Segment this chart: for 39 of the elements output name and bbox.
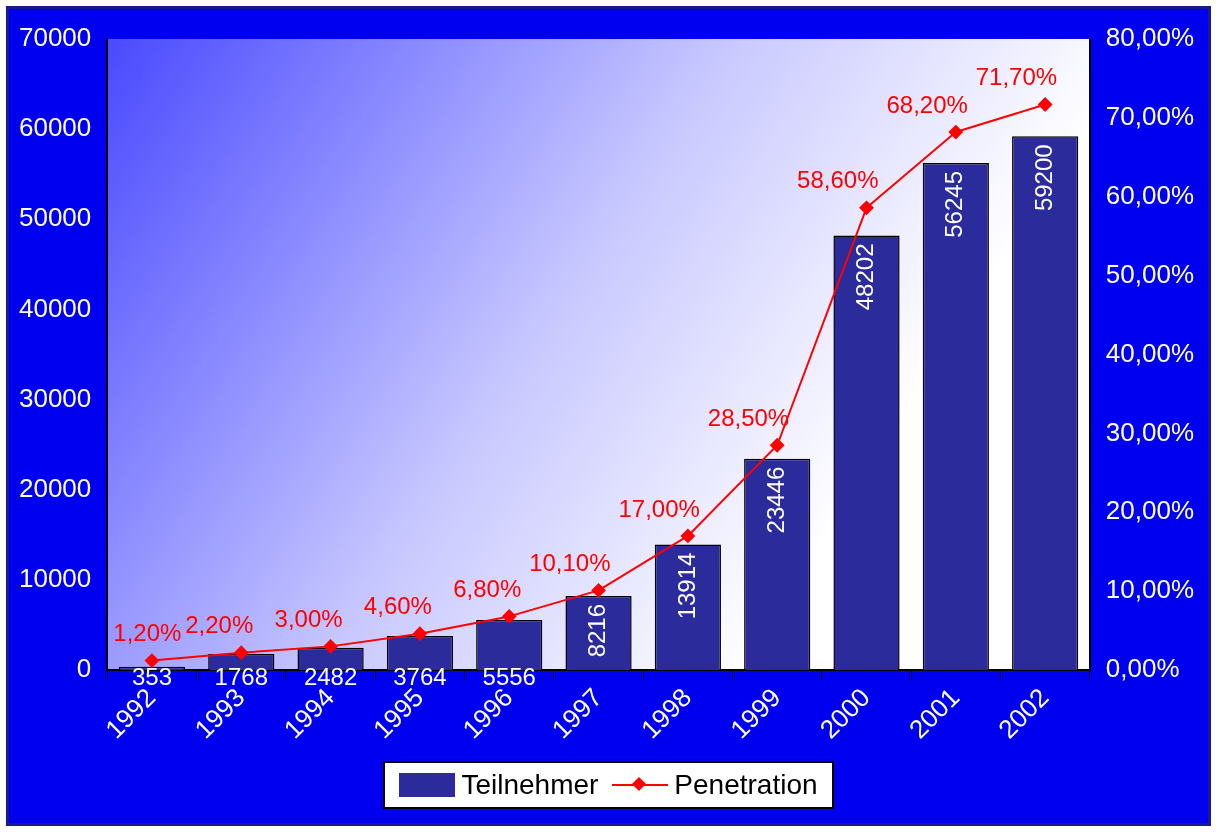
- y2-tick-label: 30,00%: [1105, 416, 1195, 447]
- y-tick-label: 30000: [18, 382, 92, 413]
- data-label: 68,20%: [886, 90, 968, 118]
- data-label: 13914: [672, 552, 700, 620]
- data-label: 1768: [214, 662, 268, 690]
- data-label: 23446: [761, 466, 789, 534]
- data-label: 1,20%: [113, 619, 182, 647]
- data-label: 5556: [482, 662, 536, 690]
- y2-tick-label: 40,00%: [1105, 337, 1195, 368]
- data-label: 58,60%: [797, 166, 879, 194]
- y2-tick-label: 20,00%: [1105, 495, 1195, 526]
- data-label: 59200: [1029, 144, 1057, 212]
- y-tick-label: 40000: [18, 292, 92, 323]
- data-label: 2482: [303, 662, 358, 690]
- data-label: 2,20%: [185, 611, 254, 639]
- y2-tick-label: 50,00%: [1105, 258, 1195, 289]
- y-tick-label: 10000: [18, 563, 92, 594]
- y-tick-label: 0: [76, 653, 92, 684]
- data-label: 10,10%: [529, 549, 611, 576]
- legend-label: Penetration: [674, 769, 818, 801]
- data-label: 8216: [583, 603, 611, 658]
- y2-tick-label: 80,00%: [1105, 22, 1195, 53]
- y2-tick-label: 70,00%: [1105, 101, 1195, 132]
- legend-label: Teilnehmer: [461, 769, 599, 801]
- y2-tick-label: 0,00%: [1105, 653, 1180, 684]
- y-tick-label: 50000: [18, 202, 92, 233]
- data-label: 71,70%: [975, 63, 1058, 91]
- y-tick-label: 60000: [18, 112, 92, 143]
- data-label: 353: [131, 662, 172, 690]
- data-label: 56245: [940, 171, 968, 238]
- data-label: 48202: [851, 243, 879, 311]
- data-label: 3,00%: [274, 605, 343, 632]
- data-label: 17,00%: [618, 494, 700, 522]
- y-tick-label: 70000: [18, 22, 92, 53]
- y2-tick-label: 10,00%: [1105, 574, 1195, 605]
- data-label: 4,60%: [363, 592, 432, 620]
- y-tick-label: 20000: [18, 472, 92, 503]
- y2-tick-label: 60,00%: [1105, 179, 1195, 210]
- data-label: 6,80%: [453, 575, 522, 603]
